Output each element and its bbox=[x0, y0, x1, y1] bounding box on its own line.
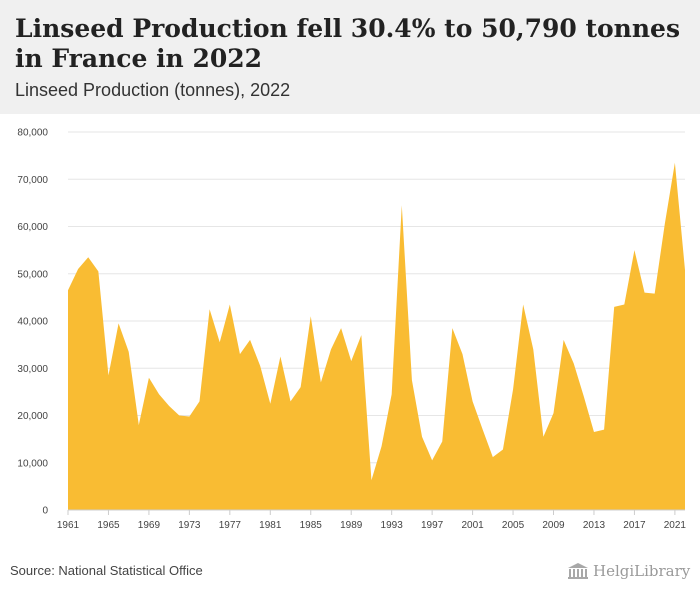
axes: 0 10,000 20,000 30,000 40,000 50,000 60,000 70,… bbox=[17, 128, 686, 532]
header-band: Linseed Production fell 30.4% to 50,790 … bbox=[0, 0, 700, 114]
x-tick-label: 2009 bbox=[542, 520, 565, 531]
area-chart: 0 10,000 20,000 30,000 40,000 50,000 60,000 70,… bbox=[17, 128, 686, 532]
y-tick-label: 50,000 bbox=[17, 269, 48, 280]
y-tick-label: 20,000 bbox=[17, 411, 48, 422]
y-tick-label: 10,000 bbox=[17, 458, 48, 469]
x-tick-label: 1993 bbox=[381, 520, 404, 531]
y-tick-label: 0 bbox=[42, 506, 48, 517]
x-tick-label: 1989 bbox=[340, 520, 363, 531]
y-tick-label: 40,000 bbox=[17, 317, 48, 328]
library-building-icon bbox=[568, 563, 588, 579]
y-tick-label: 80,000 bbox=[17, 128, 48, 139]
area-series bbox=[68, 162, 685, 510]
brand-logo[interactable]: HelgiLibrary bbox=[567, 562, 690, 580]
x-tick-label: 1969 bbox=[138, 520, 161, 531]
chart-subtitle: Linseed Production (tonnes), 2022 bbox=[15, 80, 291, 100]
x-tick-label: 1965 bbox=[97, 520, 120, 531]
brand-name: HelgiLibrary bbox=[593, 562, 691, 580]
x-tick-label: 2001 bbox=[461, 520, 484, 531]
y-tick-label: 70,000 bbox=[17, 175, 48, 186]
x-tick-label: 1997 bbox=[421, 520, 444, 531]
x-tick-label: 2005 bbox=[502, 520, 525, 531]
x-tick-label: 2013 bbox=[583, 520, 606, 531]
x-tick-label: 1973 bbox=[178, 520, 201, 531]
x-tick-label: 1961 bbox=[57, 520, 80, 531]
x-tick-label: 1985 bbox=[300, 520, 323, 531]
x-tick-label: 1977 bbox=[219, 520, 242, 531]
area-series-fill bbox=[68, 162, 685, 510]
x-tick-label: 1981 bbox=[259, 520, 282, 531]
x-tick-label: 2017 bbox=[623, 520, 646, 531]
chart-title: Linseed Production fell 30.4% to 50,790 … bbox=[15, 14, 681, 73]
y-tick-label: 60,000 bbox=[17, 222, 48, 233]
source-note: Source: National Statistical Office bbox=[10, 563, 203, 578]
y-tick-label: 30,000 bbox=[17, 364, 48, 375]
x-tick-label: 2021 bbox=[664, 520, 687, 531]
